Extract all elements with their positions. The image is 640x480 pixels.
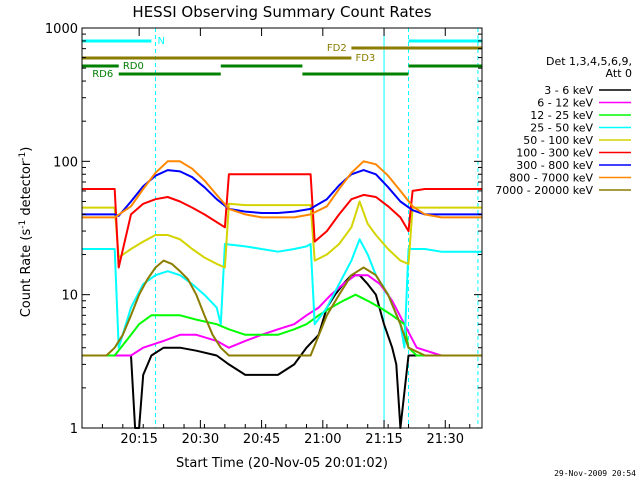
legend-label: 50 - 100 keV [523,134,593,147]
plot-frame [81,27,483,429]
series-line-4 [82,238,482,349]
fd3-label: FD3 [355,53,375,64]
x-tick-label: 21:00 [304,432,341,447]
series-line-7 [82,169,482,217]
series-line-3 [82,293,482,357]
x-tick-label: 20:45 [243,432,280,447]
series-line-6 [82,173,482,269]
chart-title: HESSI Observing Summary Count Rates [132,3,431,21]
night-label: N [158,36,165,47]
footer-date: 29-Nov-2009 20:54 [554,469,636,478]
series-line-2 [82,274,482,357]
rd0-label: RD0 [123,61,144,72]
legend-label: 100 - 300 keV [516,147,593,160]
axis-layer: 20:15 20:30 20:45 21:00 21:15 21:30 1 10 100 1000 [45,22,483,447]
y-tick-label: 100 [53,155,78,170]
y-tick-label: 1 [70,422,78,437]
legend-header-2: Att 0 [606,67,632,80]
x-tick-label: 21:30 [427,432,464,447]
legend-label: 300 - 800 keV [516,159,593,172]
x-axis-label: Start Time (20-Nov-05 20:01:02) [176,456,388,471]
series-line-1 [82,274,482,429]
legend-header-1: Det 1,3,4,5,6,9, [546,55,632,68]
fd2-label: FD2 [327,43,347,54]
plot-layer: N FD2 FD3 RD0 RD6 [81,28,482,429]
legend-label: 3 - 6 keV [544,84,593,97]
rd6-label: RD6 [92,69,113,80]
legend-label: 800 - 7000 keV [509,172,593,185]
legend-label: 25 - 50 keV [530,122,593,135]
y-axis-label: Count Rate (s-1 detector-1) [18,147,34,318]
x-tick-label: 21:15 [365,432,402,447]
series-line-9 [82,259,482,357]
y-tick-label: 1000 [45,22,78,37]
x-tick-label: 20:15 [120,432,157,447]
series-line-5 [82,200,482,269]
legend-label: 6 - 12 keV [537,97,593,110]
series-line-8 [82,160,482,219]
x-tick-label: 20:30 [182,432,219,447]
svg-text:Count Rate (s-1 detector-1): Count Rate (s-1 detector-1) [18,147,34,318]
legend-label: 12 - 25 keV [530,109,593,122]
y-tick-label: 10 [61,289,78,304]
legend-label: 7000 - 20000 keV [495,184,593,197]
